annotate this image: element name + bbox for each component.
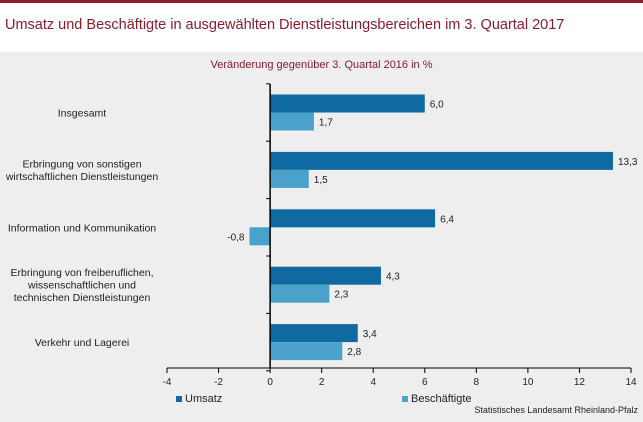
category-label: Erbringung von sonstigen wirtschaftlichen… [5,159,158,184]
x-tick-label: 8 [474,377,480,388]
x-tick-label: 14 [625,377,637,388]
x-tick-label: 4 [370,377,376,388]
axes: -4 -2 0 2 4 6 8 10 12 14 [163,83,637,388]
chart-subtitle: Veränderung gegenüber 3. Quartal 2016 in… [210,59,433,71]
bar-beschaeftigte [249,227,271,246]
data-label-beschaeftigte: -0,8 [227,232,245,243]
legend-item-beschaeftigte: Beschäftigte [402,393,472,405]
category-labels: Insgesamt Erbringung von sonstigen wirtsch… [5,108,158,350]
data-label-umsatz: 6,4 [440,214,454,225]
x-tick-label: 12 [574,377,586,388]
labels-layer: 6,0 1,7 13,3 1,5 6,4 -0,8 4,3 2,3 3,42,8 [227,100,638,359]
x-tick-label: 0 [267,377,273,388]
bar-beschaeftigte [270,342,343,361]
bar-umsatz [270,94,425,113]
data-label-beschaeftigte: 2,8 [347,347,361,358]
bars-layer [249,94,613,361]
bar-umsatz [270,266,381,285]
legend-label-umsatz: Umsatz [185,393,223,405]
x-tick-label: 6 [422,377,428,388]
source-note: Statistisches Landesamt Rheinland-Pfalz [474,405,638,415]
data-label-beschaeftigte: 1,5 [314,175,328,186]
data-label-umsatz: 3,4 [363,329,377,340]
x-tick-label: 2 [319,377,325,388]
bar-beschaeftigte [270,112,314,131]
x-tick-label: 10 [522,377,534,388]
legend-label-beschaeftigte: Beschäftigte [411,393,472,405]
bar-beschaeftigte [270,169,309,188]
category-label: Verkehr und Lagerei [35,337,130,349]
data-label-umsatz: 4,3 [386,272,400,283]
data-label-umsatz: 13,3 [618,157,638,168]
x-tick-label: -2 [214,377,223,388]
data-label-beschaeftigte: 2,3 [334,290,348,301]
top-rule [0,0,643,3]
data-label-beschaeftigte: 1,7 [319,118,333,129]
legend-swatch-beschaeftigte [402,396,408,402]
data-label-umsatz: 6,0 [430,100,444,111]
category-label: Erbringung von freiberuflichen, wissensch… [10,267,153,304]
bar-umsatz [270,209,436,228]
bar-umsatz [270,324,358,343]
legend-item-umsatz: Umsatz [176,393,222,405]
chart-panel [0,52,643,422]
page-title: Umsatz und Beschäftigte in ausgewählten … [5,17,565,33]
legend-swatch-umsatz [176,396,182,402]
bar-beschaeftigte [270,284,330,303]
category-label: Insgesamt [58,108,107,120]
category-label: Information und Kommunikation [8,222,156,234]
x-tick-label: -4 [163,377,172,388]
bar-umsatz [270,151,613,170]
